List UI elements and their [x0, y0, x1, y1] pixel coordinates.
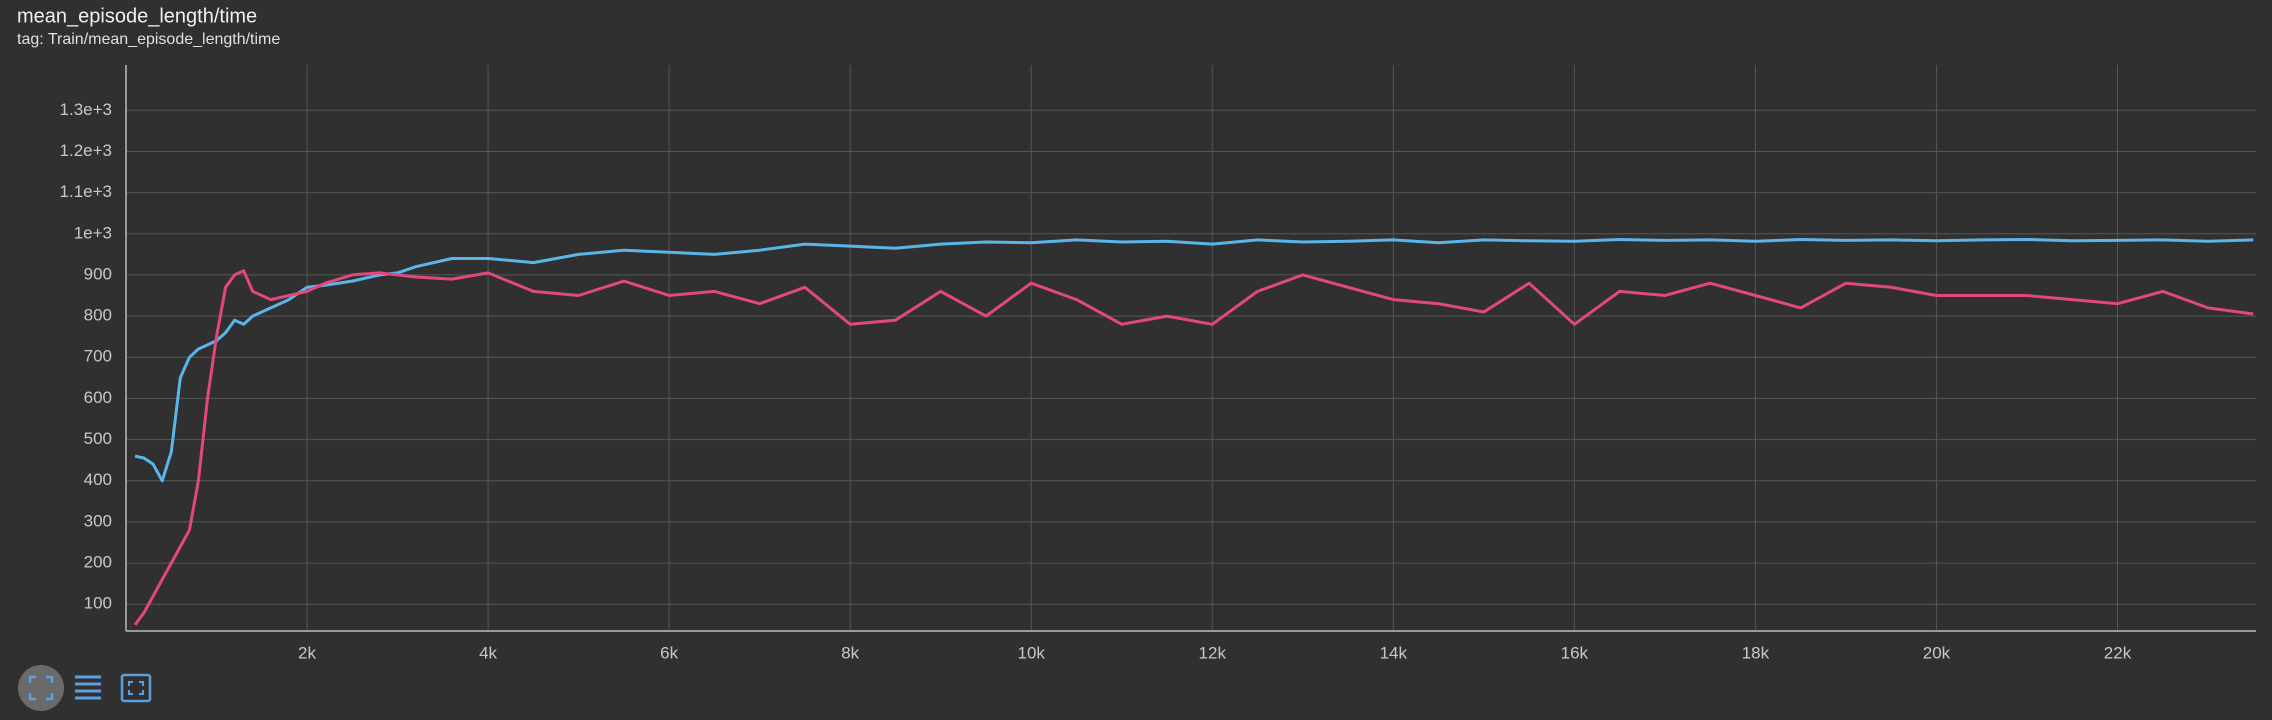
x-tick-label: 4k: [479, 643, 497, 662]
fit-button[interactable]: [18, 665, 64, 711]
series-line: [133, 269, 2254, 626]
y-tick-label: 900: [84, 264, 112, 283]
chart-subtitle: tag: Train/mean_episode_length/time: [17, 31, 280, 48]
toolbar: [18, 665, 152, 711]
x-tick-label: 10k: [1018, 643, 1046, 662]
legend-button[interactable]: [75, 675, 101, 700]
y-tick-label: 300: [84, 511, 112, 530]
series-line: [134, 238, 2254, 483]
plot: 100 200 300 400 500 600 700 800 900 1e+3 1.1e+3 1.2…: [60, 65, 2256, 662]
y-tick-label: 1.3e+3: [60, 100, 112, 119]
y-tick-label: 700: [84, 347, 112, 366]
x-tick-label: 8k: [841, 643, 859, 662]
y-tick-label: 800: [84, 306, 112, 325]
x-tick-label: 12k: [1199, 643, 1227, 662]
expand-icon: [128, 681, 144, 695]
x-tick-label: 2k: [298, 643, 316, 662]
y-tick-label: 1.1e+3: [60, 182, 112, 201]
y-tick-label: 400: [84, 470, 112, 489]
x-tick-label: 18k: [1742, 643, 1770, 662]
expand-button[interactable]: [120, 673, 152, 703]
y-tick-label: 100: [84, 594, 112, 613]
x-tick-label: 16k: [1561, 643, 1589, 662]
x-tick-label: 6k: [660, 643, 678, 662]
y-tick-label: 500: [84, 429, 112, 448]
y-tick-label: 200: [84, 553, 112, 572]
x-tick-label: 20k: [1923, 643, 1951, 662]
x-tick-label: 14k: [1380, 643, 1408, 662]
x-tick-label: 22k: [2104, 643, 2132, 662]
fit-icon: [28, 675, 54, 701]
y-tick-label: 1e+3: [74, 223, 112, 242]
y-tick-label: 1.2e+3: [60, 141, 112, 160]
y-tick-label: 600: [84, 388, 112, 407]
chart-title: mean_episode_length/time: [17, 5, 257, 27]
